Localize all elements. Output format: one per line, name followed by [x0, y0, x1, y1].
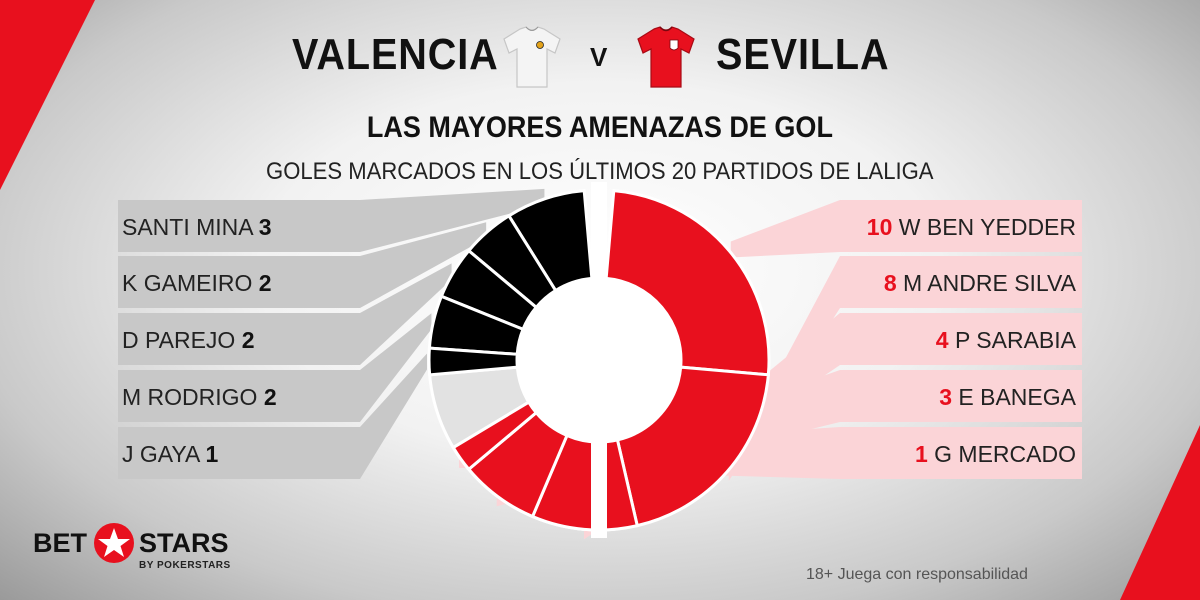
player-name: D PAREJO — [122, 327, 236, 353]
star-icon — [94, 523, 134, 563]
corner-accent-top-left — [0, 0, 95, 190]
corner-accent-bottom-right — [1120, 425, 1200, 600]
player-name: W BEN YEDDER — [898, 214, 1076, 240]
player-name: M ANDRE SILVA — [903, 270, 1076, 296]
player-name: E BANEGA — [958, 384, 1076, 410]
goal-count: 1 — [205, 441, 219, 467]
label-panel — [118, 353, 428, 479]
label-panel — [584, 313, 1082, 540]
goal-count: 8 — [883, 270, 897, 296]
away-series — [451, 189, 1082, 540]
logo-word-stars: STARS — [139, 528, 229, 558]
player-label: 4 P SARABIA — [936, 327, 1076, 354]
label-panel — [118, 313, 432, 422]
home-team-name: VALENCIA — [292, 30, 499, 79]
label-panel — [118, 188, 545, 252]
betstars-logo: BET STARS BY POKERSTARS — [33, 523, 233, 578]
label-panel — [118, 222, 487, 308]
ring-divider — [591, 182, 607, 538]
player-label: D PAREJO 2 — [122, 327, 255, 354]
goal-count: 2 — [258, 270, 272, 296]
player-name: K GAMEIRO — [122, 270, 253, 296]
versus-label: V — [590, 42, 608, 72]
player-name: P SARABIA — [954, 327, 1076, 353]
goal-count: 3 — [258, 214, 272, 240]
player-label: M RODRIGO 2 — [122, 384, 277, 411]
goal-count: 3 — [939, 384, 952, 410]
goal-count: 4 — [935, 327, 949, 353]
responsible-gambling-note: 18+ Juega con responsabilidad — [806, 566, 1028, 583]
logo-subtitle: BY POKERSTARS — [139, 560, 231, 571]
goal-count: 10 — [866, 214, 893, 240]
player-name: M RODRIGO — [122, 384, 258, 410]
home-shirt-icon — [503, 26, 561, 88]
label-panel — [730, 200, 1082, 258]
logo-word-bet: BET — [33, 528, 87, 558]
chart-subtitle: GOLES MARCADOS EN LOS ÚLTIMOS 20 PARTIDO… — [266, 158, 934, 185]
player-label: 8 M ANDRE SILVA — [884, 270, 1076, 297]
player-label: J GAYA 1 — [122, 441, 218, 468]
label-panel — [496, 370, 1082, 507]
goal-count: 1 — [914, 441, 928, 467]
player-label: 10 W BEN YEDDER — [867, 214, 1076, 241]
away-team-name: SEVILLA — [716, 30, 890, 79]
player-name: G MERCADO — [934, 441, 1076, 467]
player-name: SANTI MINA — [122, 214, 253, 240]
player-label: 1 G MERCADO — [915, 441, 1076, 468]
player-name: J GAYA — [122, 441, 200, 467]
label-panel — [728, 256, 1082, 481]
player-label: K GAMEIRO 2 — [122, 270, 272, 297]
goal-count: 2 — [263, 384, 277, 410]
label-panel — [118, 263, 452, 365]
away-shirt-icon — [637, 26, 695, 88]
player-label: SANTI MINA 3 — [122, 214, 272, 241]
chart-title: LAS MAYORES AMENAZAS DE GOL — [366, 111, 834, 144]
goal-count: 2 — [241, 327, 255, 353]
player-label: 3 E BANEGA — [939, 384, 1076, 411]
